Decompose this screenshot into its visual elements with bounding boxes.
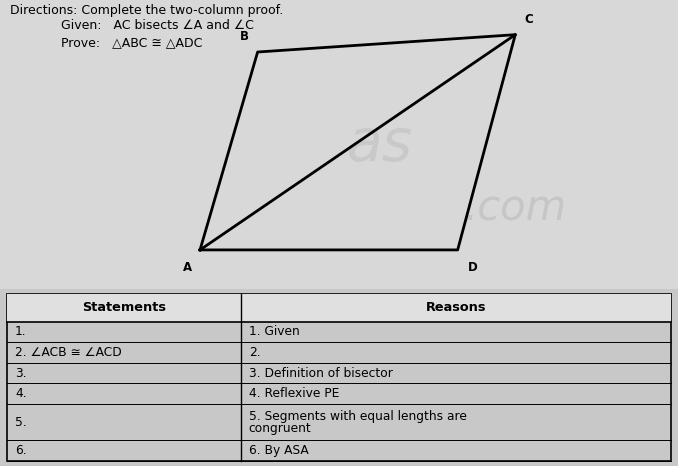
Text: 3.: 3. xyxy=(15,367,26,380)
Text: Given:   AC bisects ∠A and ∠C: Given: AC bisects ∠A and ∠C xyxy=(61,19,254,32)
Text: 4. Reflexive PE: 4. Reflexive PE xyxy=(249,387,339,400)
Text: 6.: 6. xyxy=(15,444,26,457)
Text: B: B xyxy=(239,30,249,43)
Text: Directions: Complete the two-column proof.: Directions: Complete the two-column proo… xyxy=(10,4,283,17)
Text: as: as xyxy=(346,116,413,173)
Text: 6. By ASA: 6. By ASA xyxy=(249,444,308,457)
Text: congruent: congruent xyxy=(249,422,312,435)
Text: 1.: 1. xyxy=(15,325,26,338)
Text: D: D xyxy=(468,261,477,274)
Text: C: C xyxy=(525,13,533,26)
Bar xyxy=(7,294,671,322)
Text: 2.: 2. xyxy=(249,346,260,359)
Text: Reasons: Reasons xyxy=(426,302,486,315)
Text: 5. Segments with equal lengths are: 5. Segments with equal lengths are xyxy=(249,410,466,423)
Text: 5.: 5. xyxy=(15,416,26,429)
Text: 1. Given: 1. Given xyxy=(249,325,300,338)
Text: A: A xyxy=(183,261,193,274)
Text: 3. Definition of bisector: 3. Definition of bisector xyxy=(249,367,393,380)
Text: 2. ∠ACB ≅ ∠ACD: 2. ∠ACB ≅ ∠ACD xyxy=(15,346,121,359)
Text: Prove:   △ABC ≅ △ADC: Prove: △ABC ≅ △ADC xyxy=(61,36,203,49)
Text: .com: .com xyxy=(464,187,566,229)
Text: Statements: Statements xyxy=(82,302,165,315)
Text: 4.: 4. xyxy=(15,387,26,400)
